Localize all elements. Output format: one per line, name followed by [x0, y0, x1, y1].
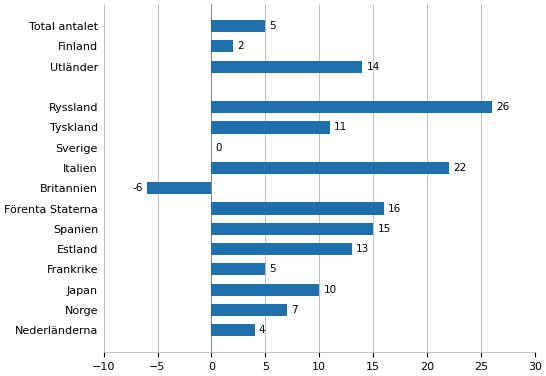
- Bar: [211, 40, 233, 52]
- Text: -6: -6: [132, 183, 143, 193]
- Bar: [211, 20, 265, 32]
- Text: 5: 5: [270, 21, 276, 31]
- Bar: [211, 223, 373, 235]
- Text: 22: 22: [453, 163, 466, 173]
- Bar: [211, 162, 449, 174]
- Text: 7: 7: [291, 305, 298, 315]
- Bar: [211, 243, 352, 255]
- Text: 5: 5: [270, 264, 276, 274]
- Text: 4: 4: [259, 325, 265, 335]
- Bar: [211, 202, 384, 215]
- Bar: [211, 121, 330, 133]
- Bar: [147, 182, 211, 194]
- Text: 16: 16: [388, 203, 401, 214]
- Bar: [211, 304, 287, 316]
- Text: 14: 14: [367, 62, 380, 71]
- Text: 15: 15: [377, 224, 391, 234]
- Bar: [211, 324, 254, 336]
- Text: 26: 26: [496, 102, 509, 112]
- Text: 10: 10: [324, 285, 337, 295]
- Text: 2: 2: [238, 41, 244, 52]
- Bar: [211, 284, 319, 296]
- Text: 0: 0: [216, 143, 222, 153]
- Text: 11: 11: [334, 123, 348, 132]
- Bar: [211, 263, 265, 276]
- Bar: [211, 61, 363, 73]
- Bar: [211, 101, 492, 113]
- Text: 13: 13: [356, 244, 369, 254]
